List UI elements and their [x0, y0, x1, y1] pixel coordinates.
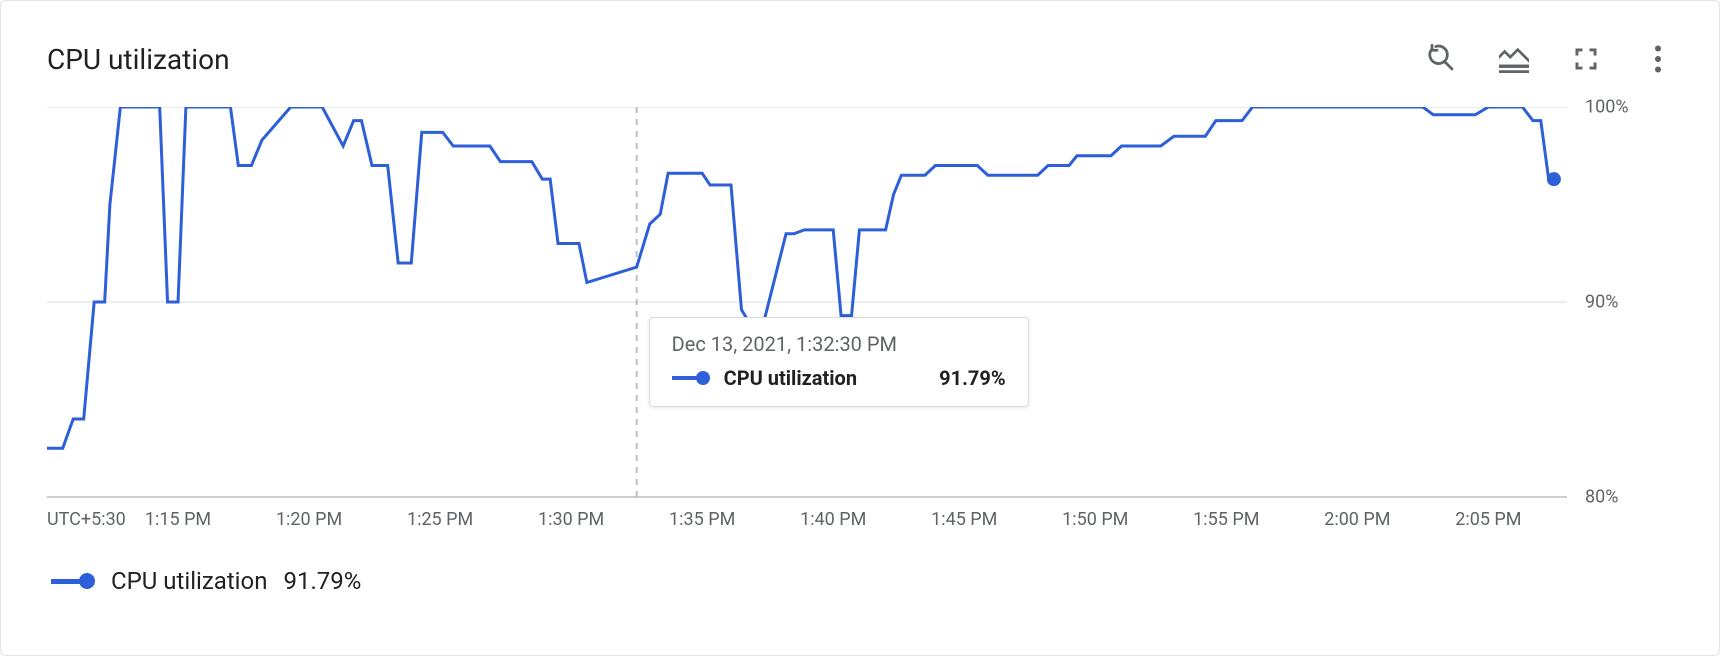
- x-tick-label: 2:05 PM: [1455, 509, 1521, 530]
- legend-series-value: 91.79%: [283, 567, 361, 595]
- tooltip-series-value: 91.79%: [939, 366, 1005, 390]
- tooltip-timestamp: Dec 13, 2021, 1:32:30 PM: [672, 332, 1006, 356]
- x-tick-label: 1:25 PM: [407, 509, 473, 530]
- x-tick-label: 1:30 PM: [538, 509, 604, 530]
- tooltip-series-row: CPU utilization 91.79%: [672, 366, 1006, 390]
- fullscreen-icon[interactable]: [1571, 44, 1601, 74]
- reset-zoom-icon[interactable]: [1427, 44, 1457, 74]
- chart-area[interactable]: 100%90%80% UTC+5:301:15 PM1:20 PM1:25 PM…: [47, 107, 1673, 537]
- timezone-label: UTC+5:30: [47, 509, 126, 530]
- y-tick-label: 90%: [1585, 292, 1618, 313]
- x-tick-label: 1:45 PM: [931, 509, 997, 530]
- x-tick-label: 2:00 PM: [1324, 509, 1390, 530]
- legend-swatch-icon: [51, 573, 95, 589]
- tooltip-series-name: CPU utilization: [724, 366, 926, 390]
- x-tick-label: 1:55 PM: [1193, 509, 1259, 530]
- legend-series-name: CPU utilization: [111, 567, 267, 595]
- y-tick-label: 80%: [1585, 487, 1618, 508]
- chart-card: CPU utilization: [0, 0, 1720, 656]
- chart-title: CPU utilization: [47, 43, 230, 76]
- x-tick-label: 1:50 PM: [1062, 509, 1128, 530]
- x-tick-label: 1:35 PM: [669, 509, 735, 530]
- legend-toggle-icon[interactable]: [1499, 44, 1529, 74]
- more-vert-icon[interactable]: [1643, 44, 1673, 74]
- chart-legend[interactable]: CPU utilization 91.79%: [47, 567, 1673, 595]
- hover-tooltip: Dec 13, 2021, 1:32:30 PM CPU utilization…: [649, 317, 1029, 407]
- series-swatch-icon: [672, 371, 710, 385]
- card-header: CPU utilization: [47, 29, 1673, 89]
- x-tick-label: 1:40 PM: [800, 509, 866, 530]
- x-tick-label: 1:20 PM: [276, 509, 342, 530]
- y-tick-label: 100%: [1585, 97, 1629, 118]
- x-tick-label: 1:15 PM: [145, 509, 211, 530]
- chart-toolbar: [1427, 44, 1673, 74]
